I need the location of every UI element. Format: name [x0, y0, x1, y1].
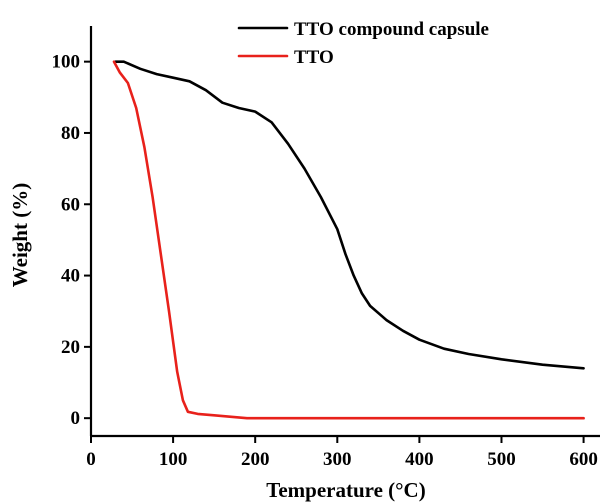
y-axis-title: Weight (%): [8, 183, 32, 287]
y-tick-label: 20: [61, 337, 80, 358]
y-axis-ticks: 0 20 40 60 80 100: [52, 52, 91, 429]
x-tick-label: 500: [487, 449, 516, 470]
y-tick-label: 100: [52, 52, 81, 73]
y-tick-label: 60: [61, 194, 80, 215]
legend-label-tto: TTO: [294, 47, 334, 68]
x-tick-label: 0: [86, 449, 96, 470]
plot-lines: [112, 60, 585, 420]
x-tick-label: 600: [569, 449, 598, 470]
x-tick-label: 200: [241, 449, 270, 470]
x-tick-label: 300: [323, 449, 352, 470]
x-tick-label: 100: [159, 449, 188, 470]
y-tick-label: 0: [71, 408, 81, 429]
x-axis-title: Temperature (°C): [266, 478, 425, 502]
y-tick-label: 80: [61, 123, 80, 144]
x-tick-label: 400: [405, 449, 434, 470]
series-line-tto-compound-capsule: [114, 60, 585, 370]
series-line-tto: [112, 60, 585, 420]
legend-label-tto-compound-capsule: TTO compound capsule: [294, 19, 489, 40]
legend: TTO compound capsule TTO: [237, 19, 489, 68]
x-axis-ticks: 0 100 200 300 400 500 600: [86, 436, 598, 470]
y-tick-label: 40: [61, 266, 80, 287]
